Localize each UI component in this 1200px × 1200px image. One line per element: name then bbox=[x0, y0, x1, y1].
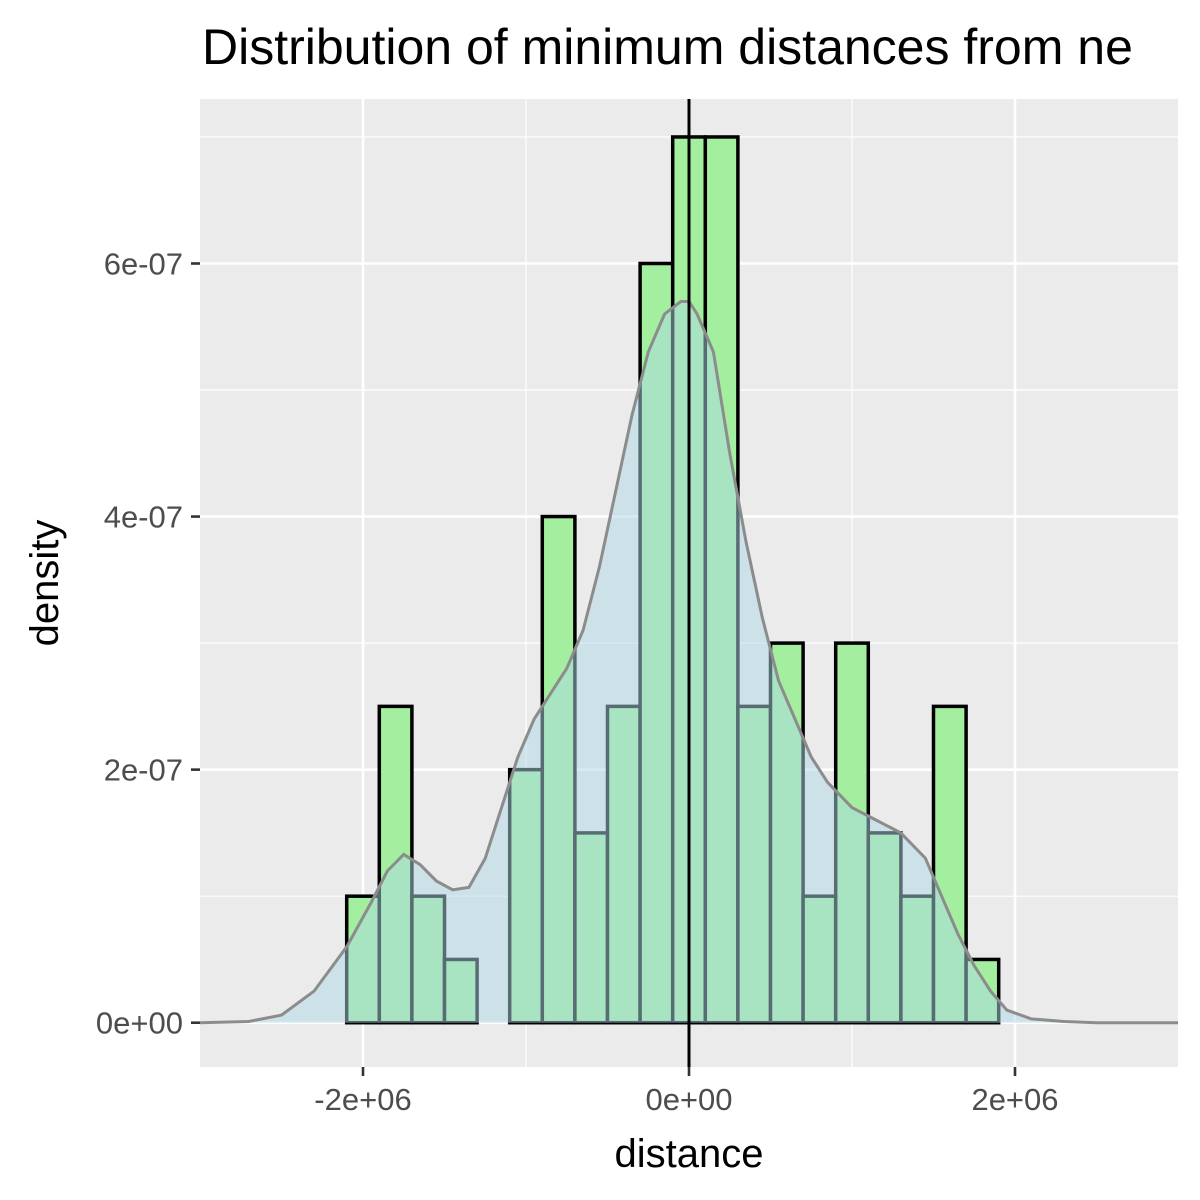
chart-title: Distribution of minimum distances from n… bbox=[202, 19, 1133, 75]
density-line bbox=[199, 299, 1178, 1025]
x-tick-label: -2e+06 bbox=[314, 1082, 411, 1117]
y-tick-label: 2e-07 bbox=[104, 753, 183, 788]
y-tick-label: 0e+00 bbox=[96, 1006, 183, 1041]
x-tick-label: 0e+00 bbox=[645, 1082, 732, 1117]
y-tick-label: 4e-07 bbox=[104, 500, 183, 535]
y-axis-title: density bbox=[23, 520, 67, 647]
x-axis: -2e+06 0e+00 2e+06 bbox=[314, 1067, 1059, 1117]
y-axis: 0e+00 2e-07 4e-07 6e-07 bbox=[96, 246, 200, 1041]
x-axis-title: distance bbox=[615, 1132, 764, 1176]
y-tick-label: 6e-07 bbox=[104, 246, 183, 281]
plot-panel bbox=[199, 99, 1178, 1067]
x-tick-label: 2e+06 bbox=[971, 1082, 1058, 1117]
